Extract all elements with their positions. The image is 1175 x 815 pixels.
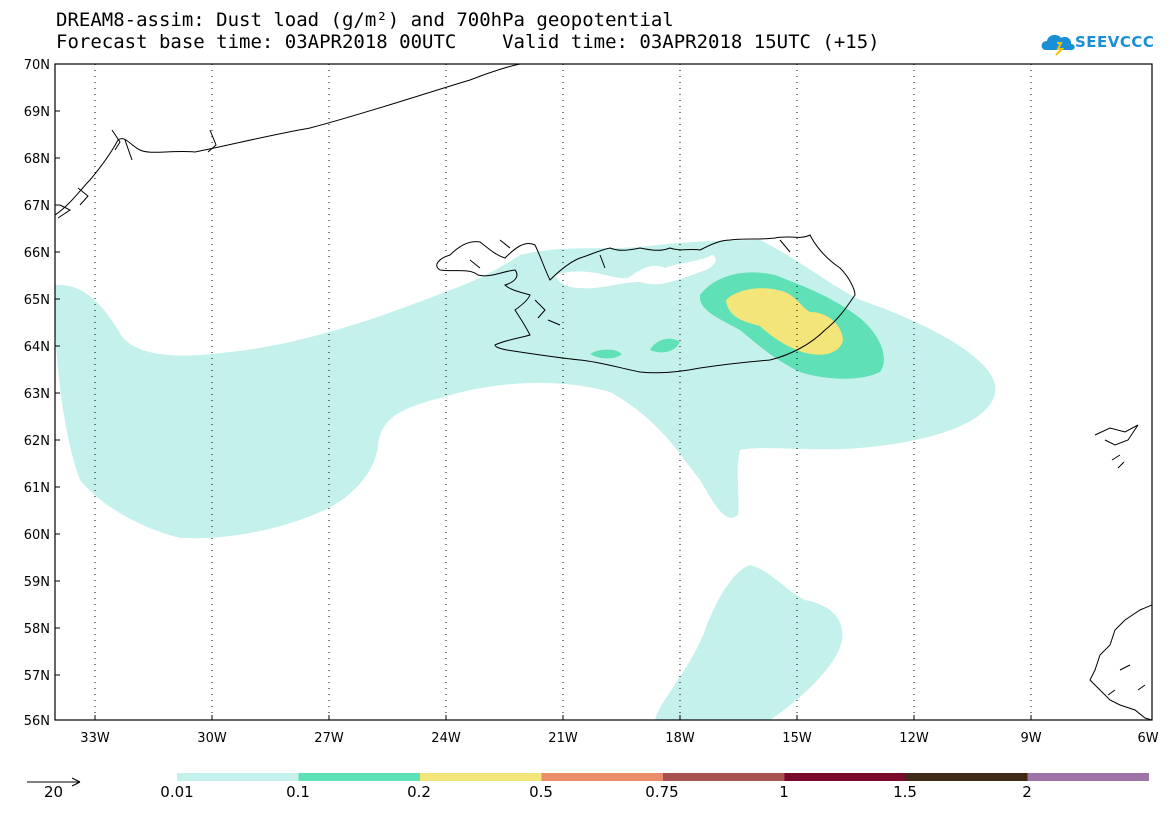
legend-swatch: [906, 773, 1028, 781]
legend-swatch: [298, 773, 420, 781]
lat-label: 59N: [24, 575, 50, 590]
legend-swatch: [663, 773, 785, 781]
axis-ticks: [55, 63, 1032, 720]
lat-label: 64N: [24, 340, 50, 355]
dust-contours: [55, 240, 996, 720]
coastlines: [55, 64, 1152, 720]
dust-level-02: [726, 288, 843, 355]
lon-label: 9W: [1020, 731, 1041, 746]
lon-label: 27W: [314, 731, 344, 746]
legend-label: 0.2: [407, 783, 431, 801]
lon-label: 6W: [1137, 731, 1158, 746]
legend-label: 2: [1022, 783, 1032, 801]
graticule: [94, 64, 1032, 720]
lat-label: 62N: [24, 434, 50, 449]
logo-text: SEEVCCC: [1075, 33, 1155, 51]
arrow-icon: [71, 777, 81, 787]
lon-label: 21W: [548, 731, 578, 746]
dust-level-01-small1: [650, 338, 680, 353]
faroe-coast: [1094, 424, 1139, 469]
lon-label: 12W: [899, 731, 929, 746]
greenland-coast: [55, 64, 521, 216]
legend-label: 1.5: [893, 783, 917, 801]
map-title: DREAM8-assim: Dust load (g/m²) and 700hP…: [56, 9, 674, 31]
dust-level-001-south: [655, 565, 843, 720]
legend-swatch: [541, 773, 663, 781]
lat-label: 58N: [24, 622, 50, 637]
legend-label: 0.1: [286, 783, 310, 801]
legend-swatch: [784, 773, 906, 781]
lat-label: 61N: [24, 481, 50, 496]
lon-label: 24W: [431, 731, 461, 746]
scotland-coast: [1089, 604, 1152, 720]
lat-label: 68N: [24, 152, 50, 167]
legend-label: 0.01: [160, 783, 194, 801]
lon-label: 30W: [197, 731, 227, 746]
lat-label: 65N: [24, 293, 50, 308]
legend-swatch: [177, 773, 299, 781]
legend-swatch: [420, 773, 542, 781]
lat-label: 63N: [24, 387, 50, 402]
lat-label: 56N: [24, 714, 50, 729]
wind-vector-reference: [27, 777, 81, 787]
legend-label: 0.5: [529, 783, 553, 801]
lat-label: 60N: [24, 528, 50, 543]
lon-label: 33W: [80, 731, 110, 746]
iceland-coast: [436, 234, 856, 374]
lat-label: 69N: [24, 105, 50, 120]
greenland-fjords: [57, 129, 217, 219]
latitude-labels: 70N 69N 68N 67N 66N 65N 64N 63N 62N 61N …: [24, 58, 50, 729]
lon-label: 18W: [665, 731, 695, 746]
map-frame: [54, 63, 1153, 721]
color-swatches: [177, 773, 1149, 781]
lat-label: 70N: [24, 58, 50, 73]
land-patch: [555, 255, 716, 289]
lat-label: 67N: [24, 199, 50, 214]
vector-scale-label: 20: [44, 783, 64, 801]
longitude-labels: 33W 30W 27W 24W 21W 18W 15W 12W 9W 6W: [80, 731, 1158, 746]
lat-label: 66N: [24, 246, 50, 261]
legend-swatch: [1027, 773, 1149, 781]
legend-label: 1: [779, 783, 789, 801]
legend-label: 0.75: [645, 783, 679, 801]
dust-level-001-main: [55, 240, 996, 539]
forecast-time-line: Forecast base time: 03APR2018 00UTC Vali…: [56, 31, 880, 53]
dust-map: 70N 69N 68N 67N 66N 65N 64N 63N 62N 61N …: [24, 58, 1159, 746]
cloud-logo-icon: [1041, 34, 1075, 56]
lat-label: 57N: [24, 669, 50, 684]
dust-level-01-small2: [590, 349, 622, 359]
lon-label: 15W: [782, 731, 812, 746]
iceland-fjords: [469, 239, 791, 326]
legend-bar: [27, 773, 1149, 787]
